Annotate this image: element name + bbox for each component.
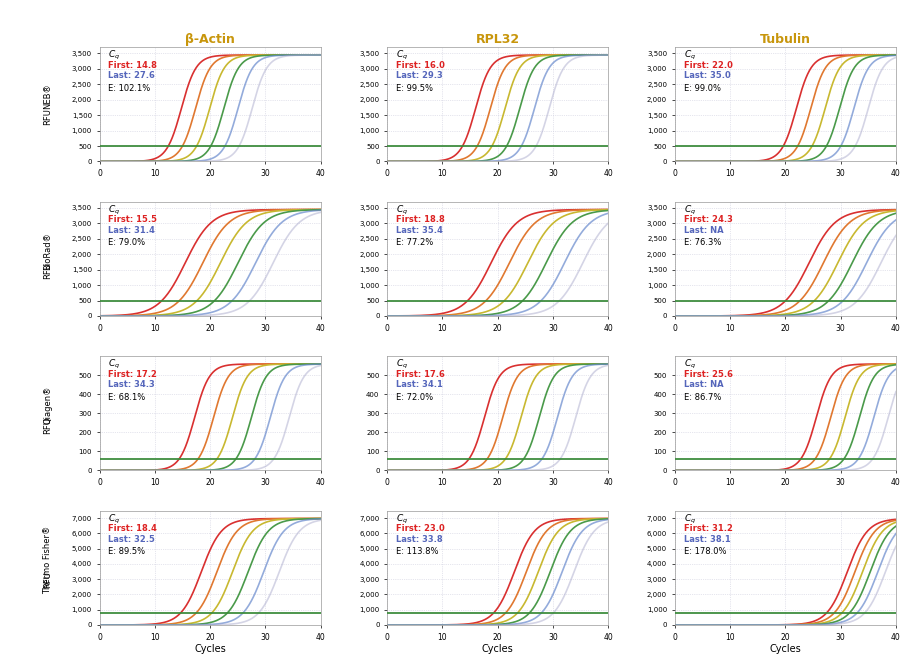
Text: First: 23.0: First: 23.0 (396, 524, 444, 534)
Text: First: 17.2: First: 17.2 (109, 370, 157, 379)
Text: Last: 27.6: Last: 27.6 (109, 71, 156, 80)
Text: First: 15.5: First: 15.5 (109, 215, 157, 224)
Text: Last: 33.8: Last: 33.8 (396, 534, 443, 544)
Text: $C_q$: $C_q$ (396, 204, 408, 217)
Text: $C_q$: $C_q$ (109, 358, 120, 372)
Text: $C_q$: $C_q$ (396, 358, 408, 372)
Text: $C_q$: $C_q$ (396, 513, 408, 526)
Text: E: 99.5%: E: 99.5% (396, 83, 433, 93)
Text: First: 25.6: First: 25.6 (683, 370, 732, 379)
Text: BioRad®: BioRad® (43, 232, 52, 269)
Text: First: 24.3: First: 24.3 (683, 215, 732, 224)
Text: Qiagen®: Qiagen® (43, 386, 52, 425)
Text: First: 22.0: First: 22.0 (683, 60, 732, 70)
Text: NEB®: NEB® (43, 83, 52, 109)
Text: E: 72.0%: E: 72.0% (396, 392, 433, 402)
Text: E: 89.5%: E: 89.5% (109, 547, 146, 556)
Text: $C_q$: $C_q$ (109, 204, 120, 217)
Text: RFU: RFU (43, 108, 52, 125)
Text: E: 79.0%: E: 79.0% (109, 238, 146, 247)
Text: $C_q$: $C_q$ (683, 358, 696, 372)
Text: E: 102.1%: E: 102.1% (109, 83, 150, 93)
Text: $C_q$: $C_q$ (683, 513, 696, 526)
Text: Last: NA: Last: NA (683, 380, 723, 389)
Text: First: 16.0: First: 16.0 (396, 60, 445, 70)
Text: E: 86.7%: E: 86.7% (683, 392, 721, 402)
Text: Last: 34.3: Last: 34.3 (109, 380, 155, 389)
X-axis label: Cycles: Cycles (769, 644, 801, 655)
Text: Last: NA: Last: NA (683, 226, 723, 235)
Text: E: 178.0%: E: 178.0% (683, 547, 726, 556)
Text: Thermo Fisher®: Thermo Fisher® (43, 526, 52, 594)
Text: E: 113.8%: E: 113.8% (396, 547, 439, 556)
Text: E: 68.1%: E: 68.1% (109, 392, 146, 402)
Text: Last: 35.0: Last: 35.0 (683, 71, 730, 80)
Title: β-Actin: β-Actin (186, 33, 235, 46)
X-axis label: Cycles: Cycles (481, 644, 514, 655)
Text: $C_q$: $C_q$ (396, 49, 408, 62)
Text: Last: 35.4: Last: 35.4 (396, 226, 443, 235)
Text: $C_q$: $C_q$ (683, 204, 696, 217)
Text: Last: 32.5: Last: 32.5 (109, 534, 156, 544)
Text: Last: 31.4: Last: 31.4 (109, 226, 156, 235)
Text: E: 99.0%: E: 99.0% (683, 83, 720, 93)
Text: RFU: RFU (43, 262, 52, 280)
Title: Tubulin: Tubulin (760, 33, 811, 46)
Text: Last: 34.1: Last: 34.1 (396, 380, 443, 389)
Text: First: 31.2: First: 31.2 (683, 524, 732, 534)
X-axis label: Cycles: Cycles (195, 644, 226, 655)
Text: First: 17.6: First: 17.6 (396, 370, 445, 379)
Text: $C_q$: $C_q$ (109, 49, 120, 62)
Text: $C_q$: $C_q$ (683, 49, 696, 62)
Text: Last: 29.3: Last: 29.3 (396, 71, 443, 80)
Text: First: 18.8: First: 18.8 (396, 215, 444, 224)
Title: RPL32: RPL32 (476, 33, 519, 46)
Text: E: 77.2%: E: 77.2% (396, 238, 433, 247)
Text: $C_q$: $C_q$ (109, 513, 120, 526)
Text: RFU: RFU (43, 417, 52, 434)
Text: RFU: RFU (43, 571, 52, 588)
Text: E: 76.3%: E: 76.3% (683, 238, 721, 247)
Text: First: 14.8: First: 14.8 (109, 60, 157, 70)
Text: First: 18.4: First: 18.4 (109, 524, 157, 534)
Text: Last: 38.1: Last: 38.1 (683, 534, 730, 544)
